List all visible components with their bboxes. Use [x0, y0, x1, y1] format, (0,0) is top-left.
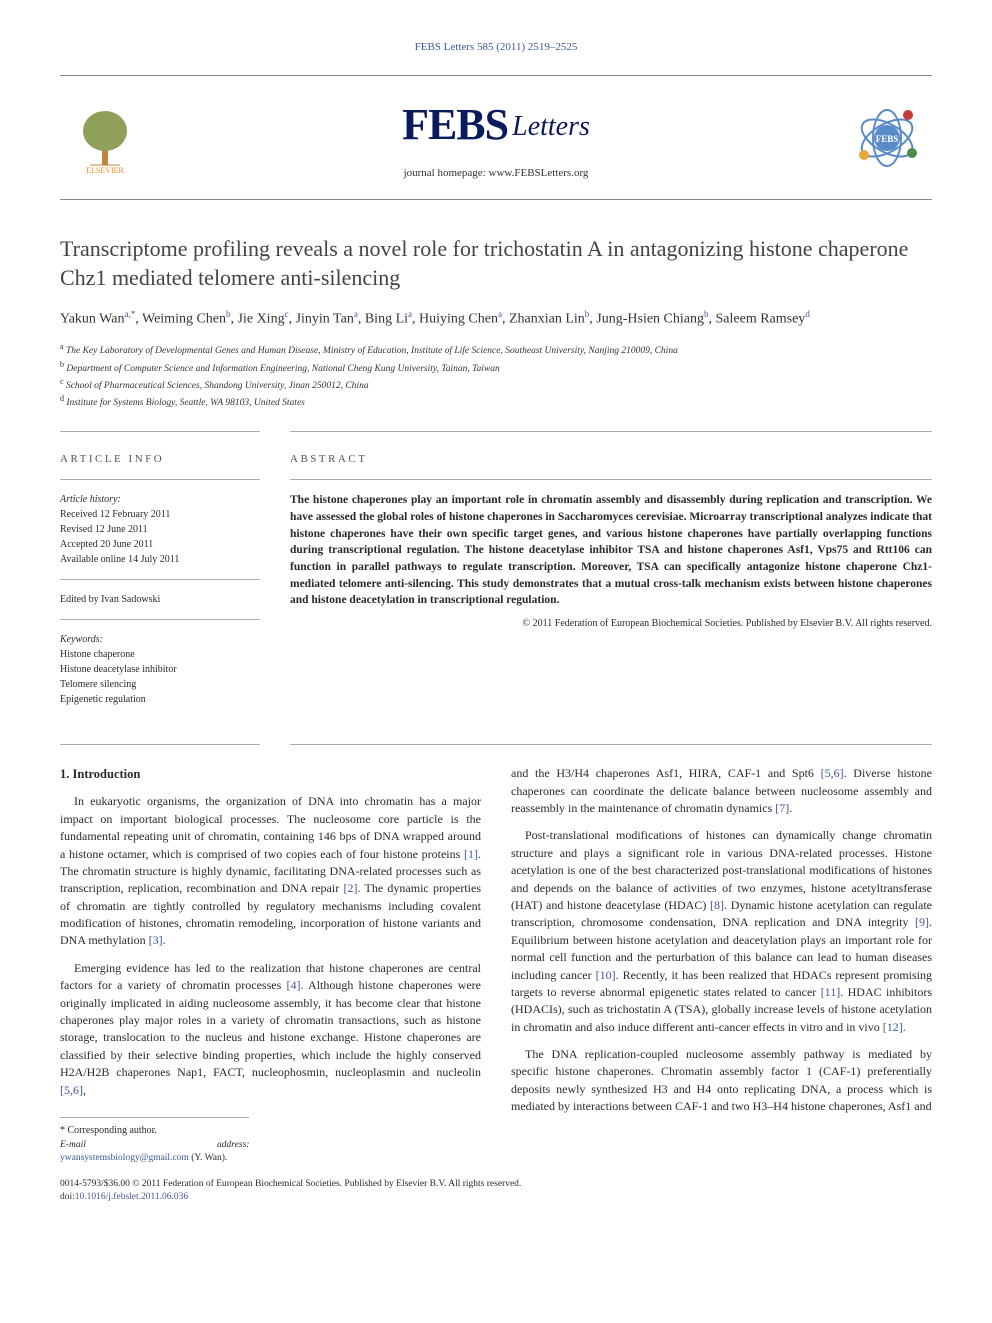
- affiliation-item: b Department of Computer Science and Inf…: [60, 359, 932, 376]
- citation-link[interactable]: FEBS Letters 585 (2011) 2519–2525: [415, 41, 578, 53]
- body-paragraph: The DNA replication-coupled nucleosome a…: [511, 1046, 932, 1116]
- reference-link[interactable]: [8]: [710, 898, 724, 912]
- reference-link[interactable]: [4]: [286, 978, 300, 992]
- tree-icon: ELSEVIER: [75, 103, 135, 173]
- abstract-copyright: © 2011 Federation of European Biochemica…: [290, 617, 932, 631]
- corr-email-link[interactable]: ywansystemsbiology@gmail.com: [60, 1153, 189, 1163]
- society-badge[interactable]: FEBS: [852, 100, 922, 175]
- section-heading-intro: 1. Introduction: [60, 765, 481, 783]
- reference-link[interactable]: [9]: [915, 915, 929, 929]
- keywords-label: Keywords:: [60, 632, 260, 647]
- article-info-block: ARTICLE INFO Article history: Received 1…: [60, 452, 260, 719]
- reference-link[interactable]: [2]: [343, 881, 357, 895]
- doi-link[interactable]: 10.1016/j.febslet.2011.06.036: [75, 1192, 188, 1202]
- history-label: Article history:: [60, 492, 260, 507]
- divider: [290, 744, 932, 745]
- journal-name-sub: Letters: [512, 107, 590, 146]
- divider: [60, 431, 260, 432]
- affiliation-item: d Institute for Systems Biology, Seattle…: [60, 393, 932, 410]
- authors-list: Yakun Wana,*, Weiming Chenb, Jie Xingc, …: [60, 308, 932, 330]
- page-footer: 0014-5793/$36.00 © 2011 Federation of Eu…: [60, 1178, 932, 1205]
- reference-link[interactable]: [1]: [464, 847, 478, 861]
- affiliations: a The Key Laboratory of Developmental Ge…: [60, 341, 932, 411]
- affiliation-item: a The Key Laboratory of Developmental Ge…: [60, 341, 932, 358]
- body-column-right: and the H3/H4 chaperones Asf1, HIRA, CAF…: [511, 765, 932, 1166]
- body-paragraph: Emerging evidence has led to the realiza…: [60, 960, 481, 1099]
- svg-text:ELSEVIER: ELSEVIER: [86, 166, 124, 173]
- article-title: Transcriptome profiling reveals a novel …: [60, 235, 932, 292]
- doi-label: doi:: [60, 1192, 75, 1202]
- edited-by: Edited by Ivan Sadowski: [60, 592, 260, 607]
- svg-text:FEBS: FEBS: [876, 134, 899, 144]
- body-paragraph: In eukaryotic organisms, the organizatio…: [60, 793, 481, 950]
- reference-link[interactable]: [3]: [149, 933, 163, 947]
- body-column-left: 1. Introduction In eukaryotic organisms,…: [60, 765, 481, 1166]
- homepage-link[interactable]: www.FEBSLetters.org: [489, 167, 589, 179]
- revised-date: Revised 12 June 2011: [60, 522, 260, 537]
- keyword-item: Histone chaperone: [60, 647, 260, 662]
- body-paragraph: Post-translational modifications of hist…: [511, 827, 932, 1036]
- reference-link[interactable]: [12]: [883, 1020, 903, 1034]
- email-owner: (Y. Wan).: [191, 1153, 227, 1163]
- publisher-logo[interactable]: ELSEVIER: [70, 100, 140, 175]
- homepage-line: journal homepage: www.FEBSLetters.org: [140, 166, 852, 181]
- reference-link[interactable]: [7]: [775, 801, 789, 815]
- reference-link[interactable]: [11]: [821, 985, 841, 999]
- abstract-block: ABSTRACT The histone chaperones play an …: [290, 452, 932, 719]
- abstract-heading: ABSTRACT: [290, 452, 932, 467]
- issn-line: 0014-5793/$36.00 © 2011 Federation of Eu…: [60, 1178, 932, 1191]
- corr-label: * Corresponding author.: [60, 1124, 249, 1139]
- journal-name-main: FEBS: [402, 94, 508, 156]
- corresponding-author-footer: * Corresponding author. E-mail address: …: [60, 1117, 249, 1166]
- affiliation-item: c School of Pharmaceutical Sciences, Sha…: [60, 376, 932, 393]
- divider: [290, 431, 932, 432]
- journal-logo: FEBS Letters: [140, 94, 852, 156]
- online-date: Available online 14 July 2011: [60, 552, 260, 567]
- info-heading: ARTICLE INFO: [60, 452, 260, 467]
- divider: [60, 744, 260, 745]
- body-paragraph: and the H3/H4 chaperones Asf1, HIRA, CAF…: [511, 765, 932, 817]
- homepage-label: journal homepage:: [404, 167, 486, 179]
- abstract-text: The histone chaperones play an important…: [290, 492, 932, 609]
- received-date: Received 12 February 2011: [60, 507, 260, 522]
- reference-link[interactable]: [5,6]: [60, 1083, 83, 1097]
- keyword-item: Epigenetic regulation: [60, 692, 260, 707]
- header-citation: FEBS Letters 585 (2011) 2519–2525: [60, 40, 932, 55]
- journal-header: ELSEVIER FEBS Letters journal homepage: …: [60, 75, 932, 200]
- reference-link[interactable]: [10]: [596, 968, 616, 982]
- reference-link[interactable]: [5,6]: [821, 766, 844, 780]
- keyword-item: Telomere silencing: [60, 677, 260, 692]
- keyword-item: Histone deacetylase inhibitor: [60, 662, 260, 677]
- accepted-date: Accepted 20 June 2011: [60, 537, 260, 552]
- email-label: E-mail address:: [60, 1140, 249, 1150]
- febs-badge-icon: FEBS: [852, 103, 922, 173]
